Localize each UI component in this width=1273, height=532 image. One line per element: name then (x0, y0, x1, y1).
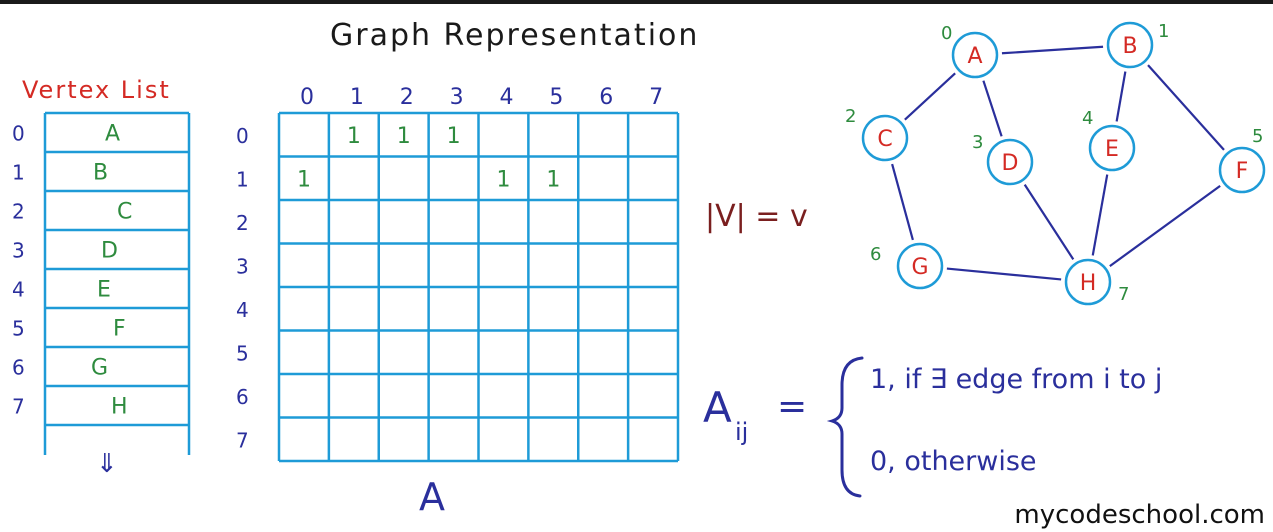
vertex-list-index: 6 (12, 356, 25, 380)
graph-node-index: 3 (972, 132, 983, 153)
matrix-row-index: 4 (236, 298, 249, 322)
graph-node-index: 7 (1118, 284, 1129, 305)
vertex-list-entry: A (105, 122, 120, 147)
matrix-row-index: 5 (236, 341, 249, 365)
graph-node: G6 (870, 242, 944, 290)
adjacency-formula: A ij = 1, if ∃ edge from i to j 0, other… (703, 356, 1162, 498)
formula-brace (826, 356, 864, 498)
matrix-cell-value: 1 (297, 167, 311, 192)
matrix-column-index: 5 (549, 85, 563, 110)
vertex-count-expression: |V| = v (705, 199, 808, 234)
graph-edge (1109, 184, 1221, 268)
graph-edge (982, 80, 1003, 137)
graph-edge (1091, 174, 1109, 256)
graph-node-circle (1218, 146, 1266, 194)
matrix-row-index: 2 (236, 211, 249, 235)
graph-node-circle (896, 242, 944, 290)
more-entries-arrow: ⇓ (96, 449, 118, 479)
page-title: Graph Representation (330, 18, 699, 53)
matrix-row-index: 3 (236, 254, 249, 278)
matrix-row-index: 0 (236, 124, 249, 148)
graph-node-label: A (967, 44, 982, 69)
graph-node-index: 2 (845, 106, 856, 127)
graph-node-circle (986, 138, 1034, 186)
matrix-row-index: 7 (236, 428, 249, 452)
matrix-row-index: 1 (236, 167, 249, 191)
graph-node: C2 (845, 106, 909, 162)
vertex-list-index: 4 (12, 278, 25, 302)
vertex-list-entry: F (113, 317, 126, 342)
graph-node-index: 6 (870, 244, 881, 265)
matrix-cell-value: 1 (496, 167, 510, 192)
vertex-list-entry: C (117, 200, 132, 225)
matrix-name: A (419, 475, 445, 519)
graph-edge (946, 267, 1062, 281)
graph-node-label: C (877, 127, 892, 152)
matrix-column-index: 0 (300, 85, 314, 110)
matrix-row-index: 6 (236, 385, 249, 409)
matrix-cell-value: 1 (546, 167, 560, 192)
matrix-column-index: 1 (350, 85, 364, 110)
adjacency-matrix: 0 1 2 3 4 5 6 7 0 1 2 3 4 5 6 7 1 1 1 1 1 1 (236, 85, 680, 463)
graph-node-circle (951, 31, 999, 79)
matrix-cell-value: 1 (347, 124, 361, 149)
graph-edge (1147, 64, 1225, 151)
matrix-column-index: 3 (450, 85, 464, 110)
vertex-list-index: 5 (12, 317, 25, 341)
matrix-column-index: 2 (400, 85, 414, 110)
vertex-list-entry: D (101, 239, 118, 264)
matrix-column-index: 7 (649, 85, 663, 110)
graph-node-index: 4 (1082, 108, 1093, 129)
watermark: mycodeschool.com (1014, 500, 1265, 530)
matrix-cell-value: 1 (447, 124, 461, 149)
vertex-list-entry: H (111, 395, 128, 420)
vertex-list-index: 7 (12, 395, 25, 419)
graph-node-circle (861, 114, 909, 162)
graph-node-circle (1088, 124, 1136, 172)
graph-node: D3 (972, 132, 1034, 186)
matrix-column-index: 4 (499, 85, 513, 110)
vertex-list-index: 0 (12, 122, 25, 146)
top-border (0, 0, 1273, 4)
graph-node: E4 (1082, 108, 1136, 172)
formula-case-one: 1, if ∃ edge from i to j (870, 364, 1162, 395)
vertex-list-index: 3 (12, 239, 25, 263)
vertex-list-heading: Vertex List (22, 76, 171, 104)
graph-node-circle (1106, 21, 1154, 69)
graph-node-label: D (1002, 151, 1019, 176)
formula-subscript: ij (735, 418, 748, 446)
vertex-list-entry: E (97, 278, 111, 303)
graph-node-label: G (911, 255, 928, 280)
vertex-list-entry: G (91, 356, 108, 381)
vertex-list-entry: B (93, 161, 108, 186)
graph-edge (1115, 71, 1127, 122)
formula-case-two: 0, otherwise (870, 446, 1037, 477)
graph-node-index: 5 (1252, 126, 1263, 147)
graph-node-index: 0 (941, 23, 952, 44)
matrix-column-index: 6 (599, 85, 613, 110)
vertex-list: 0 A 1 B 2 C 3 D 4 E 5 F 6 G 7 H ⇓ (12, 111, 191, 479)
graph-node: A0 (941, 23, 999, 79)
graph-edge (1001, 45, 1104, 55)
graph-node-label: B (1122, 34, 1137, 59)
graph-edge (891, 163, 914, 241)
graph-node-label: H (1080, 271, 1097, 296)
matrix-cell-value: 1 (397, 124, 411, 149)
formula-lhs: A (703, 383, 732, 432)
vertex-list-index: 1 (12, 161, 25, 185)
graph-node-index: 1 (1158, 21, 1169, 42)
formula-equals: = (777, 386, 807, 427)
graph-node: F5 (1218, 126, 1266, 194)
vertex-list-index: 2 (12, 200, 25, 224)
graph-edge (1023, 184, 1075, 260)
graph-edge (904, 72, 956, 121)
graph-node-circle (1064, 258, 1112, 306)
graph-node: B1 (1106, 21, 1169, 69)
graph-node-label: E (1105, 137, 1119, 162)
graph-node-label: F (1236, 159, 1249, 184)
